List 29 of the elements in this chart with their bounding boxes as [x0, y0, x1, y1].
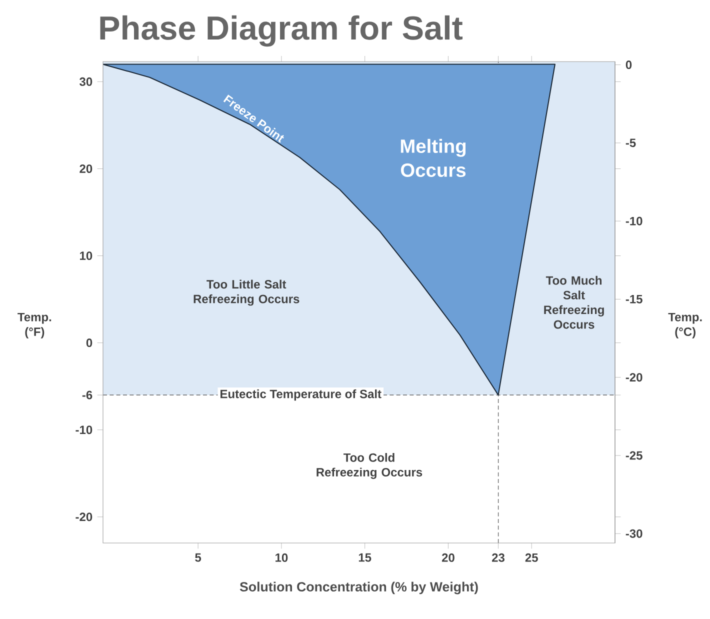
y2-tick-label: -30 — [626, 529, 642, 538]
chart-title: Phase Diagram for Salt — [100, 15, 463, 47]
x-tick-label: 23 — [492, 553, 504, 562]
annotation: Too Cold Refreezing Occurs — [316, 453, 422, 479]
y2-axis-title: Temp. (°C) — [668, 312, 702, 338]
y2-tick-label: -10 — [626, 216, 642, 226]
y-tick-label: -6 — [82, 390, 92, 400]
x-axis-title: Solution Concentration (% by Weight) — [240, 582, 478, 594]
y2-tick-label: 0 — [626, 60, 632, 70]
ref-line-label: Eutectic Temperature of Salt — [220, 389, 382, 401]
y-tick-label: 0 — [86, 338, 92, 348]
y-tick-label: -10 — [76, 426, 92, 434]
x-tick-label: 5 — [195, 553, 202, 562]
annotation: Too Much Salt Refreezing Occurs — [544, 276, 604, 329]
y2-tick-label: -20 — [626, 373, 642, 382]
x-tick-label: 10 — [276, 553, 288, 562]
annotation: Melting Occurs — [400, 138, 466, 177]
annotation: Too Little Salt Refreezing Occurs — [194, 280, 300, 306]
x-tick-label: 20 — [442, 553, 454, 562]
y-tick-label: 20 — [80, 164, 92, 173]
y2-tick-label: -5 — [626, 138, 636, 148]
y2-tick-label: -15 — [626, 295, 642, 304]
x-tick-label: 15 — [358, 553, 372, 562]
x-tick-label: 25 — [525, 553, 538, 562]
y-tick-label: 30 — [80, 77, 92, 86]
y-tick-label: -20 — [76, 512, 92, 522]
y-axis-title: Temp. (°F) — [18, 312, 52, 338]
y2-tick-label: -25 — [626, 451, 642, 460]
y-tick-label: 10 — [80, 252, 92, 260]
